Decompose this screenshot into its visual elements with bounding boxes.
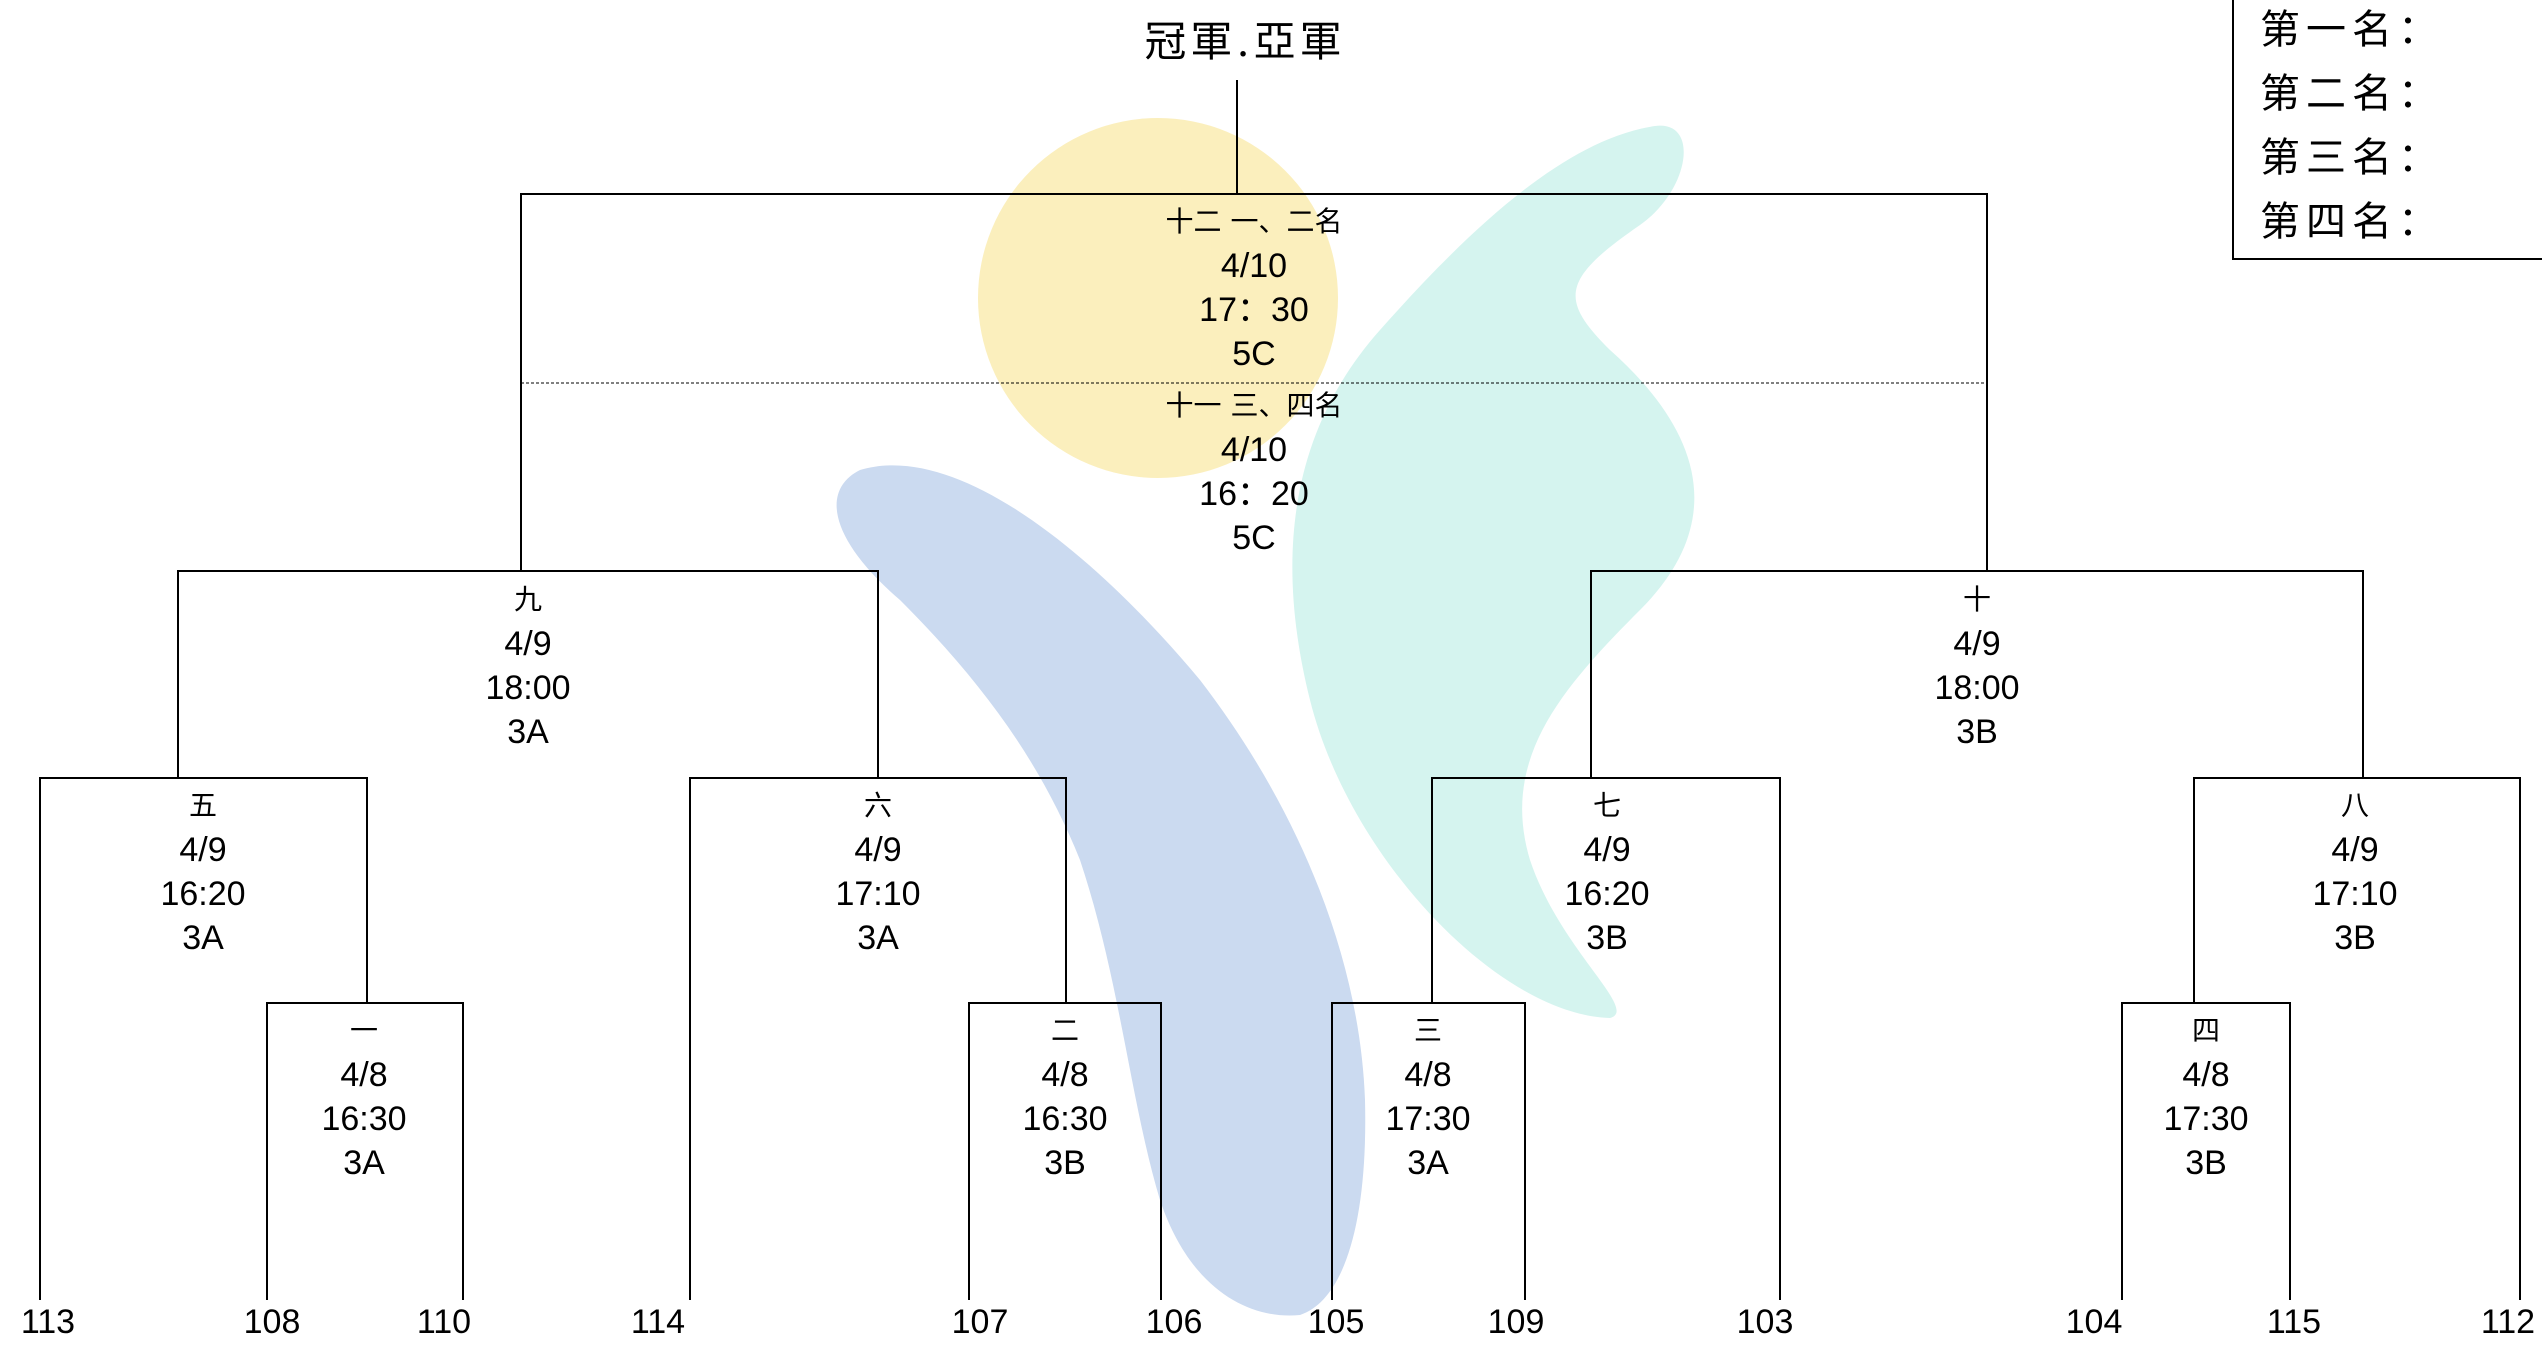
match-4-bracket-line <box>2121 1002 2291 1300</box>
team-label: 104 <box>2065 1303 2123 1341</box>
match-3-time: 17:30 <box>1385 1100 1471 1138</box>
match-7-date: 4/9 <box>1583 831 1631 869</box>
team-label: 113 <box>20 1303 76 1341</box>
match-2-label: 二 <box>1050 1014 1079 1047</box>
match-10-venue: 3B <box>1956 713 1998 751</box>
match-10-date: 4/9 <box>1953 625 2001 663</box>
match-9-bracket-line <box>177 570 879 778</box>
team-label: 107 <box>951 1303 1009 1341</box>
match-6-date: 4/9 <box>854 831 902 869</box>
match-2-time: 16:30 <box>1022 1100 1108 1138</box>
match-11-date: 4/10 <box>1220 431 1288 469</box>
match-10-bracket-line <box>1590 570 2364 778</box>
match-9-time: 18:00 <box>485 669 571 707</box>
match-8-label: 八 <box>2340 789 2369 822</box>
match-10: 十 4/9 18:00 3B <box>1867 578 2087 754</box>
match-6: 六 4/9 17:10 3A <box>768 784 988 960</box>
standings-second: 第二名： <box>2260 71 2444 117</box>
match-1-time: 16:30 <box>321 1100 407 1138</box>
match-7-venue: 3B <box>1586 919 1628 957</box>
match-8-bracket-line <box>2193 777 2521 1300</box>
match-2: 二 4/8 16:30 3B <box>955 1009 1175 1185</box>
match-12-date: 4/10 <box>1220 247 1288 285</box>
match-10-label: 十 <box>1962 583 1991 616</box>
match-8: 八 4/9 17:10 3B <box>2245 784 2465 960</box>
match-9-label: 九 <box>513 583 542 616</box>
match-3-label: 三 <box>1413 1014 1442 1047</box>
standings-box: 第一名： 第二名： 第三名： 第四名： <box>2232 0 2542 260</box>
match-3-bracket-line <box>1331 1002 1526 1300</box>
match-1-venue: 3A <box>343 1144 385 1182</box>
match-4-venue: 3B <box>2185 1144 2227 1182</box>
team-label: 106 <box>1145 1303 1203 1341</box>
match-11-label: 十一 三、四名 <box>1165 389 1343 422</box>
match-9: 九 4/9 18:00 3A <box>418 578 638 754</box>
match-1-date: 4/8 <box>340 1056 388 1094</box>
match-5: 五 4/9 16:20 3A <box>93 784 313 960</box>
match-11-time: 16：20 <box>1199 475 1309 513</box>
match-1-label: 一 <box>349 1014 378 1047</box>
match-12: 十二 一、二名 4/10 17：30 5C <box>1104 200 1404 376</box>
match-4: 四 4/8 17:30 3B <box>2096 1009 2316 1185</box>
match-11-venue: 5C <box>1232 519 1276 557</box>
match-6-bracket-line <box>689 777 1067 1300</box>
match-3-venue: 3A <box>1407 1144 1449 1182</box>
match-2-bracket-line <box>968 1002 1162 1300</box>
match-11: 十一 三、四名 4/10 16：20 5C <box>1104 384 1404 560</box>
match-6-label: 六 <box>863 789 892 822</box>
standings-first: 第一名： <box>2260 7 2444 53</box>
match-6-time: 17:10 <box>835 875 921 913</box>
match-9-date: 4/9 <box>504 625 552 663</box>
match-1: 一 4/8 16:30 3A <box>254 1009 474 1185</box>
team-label: 103 <box>1736 1303 1794 1341</box>
match-8-venue: 3B <box>2334 919 2376 957</box>
team-label: 105 <box>1307 1303 1365 1341</box>
match-12-label: 十二 一、二名 <box>1165 205 1343 238</box>
match-2-date: 4/8 <box>1041 1056 1089 1094</box>
match-4-date: 4/8 <box>2182 1056 2230 1094</box>
match-10-time: 18:00 <box>1934 669 2020 707</box>
match-6-venue: 3A <box>857 919 899 957</box>
match-7: 七 4/9 16:20 3B <box>1497 784 1717 960</box>
match-4-label: 四 <box>2191 1014 2220 1047</box>
match-1-bracket-line <box>266 1002 464 1300</box>
standings-fourth: 第四名： <box>2260 199 2444 245</box>
final-title: 冠軍.亞軍 <box>1144 17 1346 66</box>
standings-third: 第三名： <box>2260 135 2444 181</box>
match-4-time: 17:30 <box>2163 1100 2249 1138</box>
match-3: 三 4/8 17:30 3A <box>1318 1009 1538 1185</box>
team-label: 114 <box>630 1303 686 1341</box>
match-12-time: 17：30 <box>1199 291 1309 329</box>
match-8-time: 17:10 <box>2312 875 2398 913</box>
match-5-bracket-line <box>39 777 368 1300</box>
match-5-label: 五 <box>188 789 217 822</box>
team-label: 108 <box>243 1303 301 1341</box>
match-12-venue: 5C <box>1232 335 1276 373</box>
match-3-date: 4/8 <box>1404 1056 1452 1094</box>
match-7-label: 七 <box>1592 789 1621 822</box>
match-9-venue: 3A <box>507 713 549 751</box>
match-7-bracket-line <box>1431 777 1781 1300</box>
match-7-time: 16:20 <box>1564 875 1650 913</box>
team-label: 115 <box>2266 1303 2322 1341</box>
match-5-time: 16:20 <box>160 875 246 913</box>
match-5-venue: 3A <box>182 919 224 957</box>
team-label: 112 <box>2480 1303 2536 1341</box>
team-label: 109 <box>1487 1303 1545 1341</box>
match-8-date: 4/9 <box>2331 831 2379 869</box>
match-2-venue: 3B <box>1044 1144 1086 1182</box>
team-label: 110 <box>416 1303 472 1341</box>
match-5-date: 4/9 <box>179 831 227 869</box>
